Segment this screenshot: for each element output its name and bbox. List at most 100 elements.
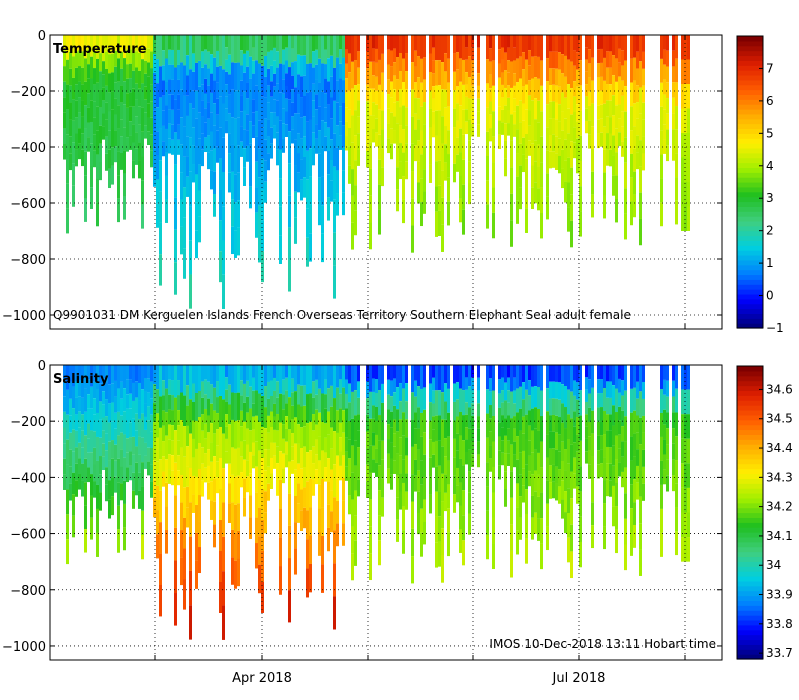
heatmap-cell: [309, 507, 312, 536]
heatmap-cell: [675, 531, 678, 556]
heatmap-cell: [486, 204, 489, 229]
heatmap-cell: [528, 50, 531, 66]
heatmap-cell: [99, 107, 102, 126]
heatmap-cell: [228, 35, 231, 55]
heatmap-cell: [504, 140, 507, 159]
colorbar-band: [737, 532, 763, 538]
heatmap-cell: [489, 88, 492, 102]
heatmap-cell: [663, 35, 666, 50]
heatmap-cell: [417, 119, 420, 141]
heatmap-cell: [387, 394, 390, 410]
heatmap-cell: [351, 142, 354, 170]
heatmap-cell: [471, 111, 474, 124]
heatmap-cell: [357, 447, 360, 464]
heatmap-cell: [261, 35, 264, 66]
colorbar-band: [737, 624, 763, 631]
heatmap-cell: [606, 116, 609, 134]
heatmap-cell: [387, 138, 390, 154]
heatmap-cell: [300, 35, 303, 56]
heatmap-cell: [162, 95, 165, 111]
heatmap-cell: [519, 386, 522, 409]
heatmap-cell: [453, 475, 456, 495]
heatmap-cell: [162, 80, 165, 96]
heatmap-cell: [564, 386, 567, 408]
heatmap-cell: [438, 110, 441, 136]
heatmap-cell: [639, 192, 642, 219]
heatmap-cell: [252, 365, 255, 378]
heatmap-cell: [567, 537, 570, 563]
heatmap-cell: [447, 130, 450, 155]
heatmap-cell: [531, 386, 534, 409]
heatmap-cell: [387, 409, 390, 425]
heatmap-cell: [252, 377, 255, 391]
heatmap-cell: [153, 148, 156, 168]
heatmap-cell: [429, 108, 432, 128]
heatmap-cell: [303, 95, 306, 117]
colorbar-tick-label: 6: [766, 94, 774, 108]
heatmap-cell: [555, 432, 558, 450]
heatmap-cell: [621, 365, 624, 381]
heatmap-cell: [570, 551, 573, 579]
heatmap-cell: [468, 140, 471, 162]
heatmap-cell: [75, 35, 78, 52]
heatmap-cell: [162, 65, 165, 81]
heatmap-cell: [117, 198, 120, 223]
heatmap-cell: [120, 449, 123, 467]
heatmap-cell: [423, 102, 426, 125]
heatmap-cell: [288, 195, 291, 228]
colorbar-band: [737, 128, 763, 134]
heatmap-cell: [357, 430, 360, 448]
heatmap-cell: [462, 415, 465, 441]
heatmap-cell: [630, 106, 633, 131]
heatmap-cell: [519, 165, 522, 188]
heatmap-cell: [177, 109, 180, 125]
heatmap-cell: [405, 89, 408, 108]
heatmap-cell: [630, 460, 633, 485]
heatmap-cell: [552, 431, 555, 449]
heatmap-cell: [438, 60, 441, 86]
heatmap-cell: [99, 401, 102, 420]
heatmap-cell: [573, 395, 576, 412]
heatmap-cell: [489, 458, 492, 472]
heatmap-cell: [444, 383, 447, 402]
heatmap-cell: [390, 112, 393, 129]
heatmap-cell: [684, 84, 687, 109]
heatmap-cell: [117, 505, 120, 530]
heatmap-cell: [531, 78, 534, 101]
heatmap-cell: [414, 444, 417, 460]
heatmap-cell: [597, 450, 600, 465]
heatmap-cell: [120, 136, 123, 153]
heatmap-cell: [93, 134, 96, 151]
heatmap-cell: [321, 120, 324, 149]
salinity-x-ticks: Apr 2018 Jul 2018: [154, 365, 686, 686]
heatmap-cell: [249, 517, 252, 539]
salinity-annotation: IMOS 10-Dec-2018 13:11 Hobart time: [489, 637, 716, 651]
heatmap-cell: [465, 35, 468, 48]
heatmap-cell: [327, 434, 330, 459]
heatmap-cell: [417, 449, 420, 471]
heatmap-cell: [486, 365, 489, 390]
heatmap-cell: [339, 63, 342, 79]
heatmap-cell: [222, 433, 225, 469]
heatmap-cell: [318, 531, 321, 556]
heatmap-cell: [72, 365, 75, 387]
heatmap-cell: [150, 35, 153, 52]
heatmap-cell: [585, 438, 588, 452]
heatmap-cell: [600, 407, 603, 422]
heatmap-cell: [69, 365, 72, 382]
heatmap-cell: [327, 504, 330, 528]
heatmap-cell: [444, 419, 447, 439]
heatmap-cell: [81, 447, 84, 464]
heatmap-cell: [138, 106, 141, 125]
heatmap-cell: [138, 418, 141, 437]
heatmap-cell: [537, 474, 540, 497]
heatmap-cell: [639, 35, 642, 62]
heatmap-cell: [186, 95, 189, 116]
heatmap-cell: [198, 138, 201, 165]
heatmap-cell: [81, 149, 84, 167]
heatmap-cell: [681, 133, 684, 158]
heatmap-cell: [267, 432, 270, 450]
colorbar-band: [737, 225, 763, 232]
heatmap-cell: [129, 408, 132, 423]
